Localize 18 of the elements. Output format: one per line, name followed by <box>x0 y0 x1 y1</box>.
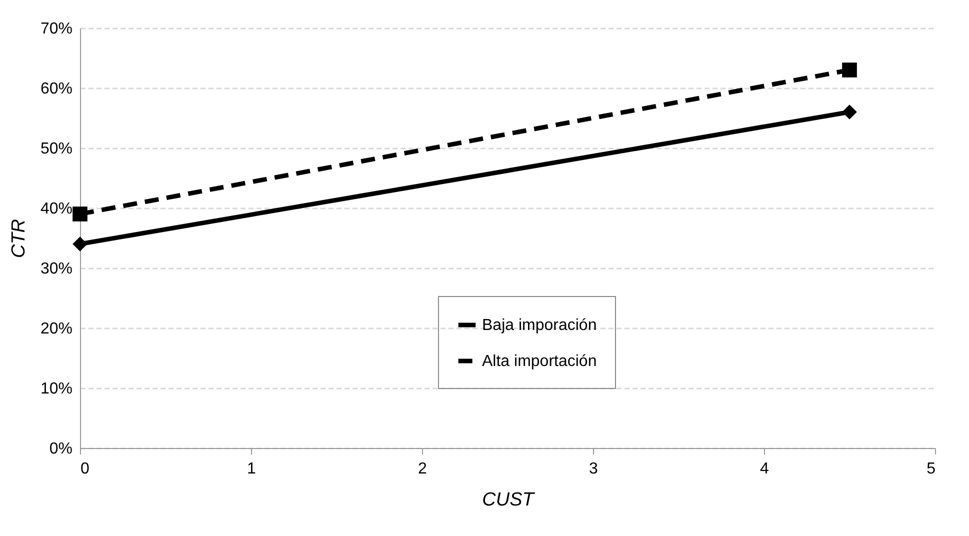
y-tick-label: 20% <box>40 320 72 338</box>
y-tick-label: 40% <box>40 200 72 218</box>
legend-label: Alta importación <box>482 353 597 370</box>
y-tick-label: 60% <box>40 80 72 98</box>
legend-label: Baja imporación <box>482 317 597 334</box>
y-tick-label: 0% <box>49 440 72 458</box>
x-tick-label: 0 <box>80 460 90 478</box>
y-tick-label: 70% <box>40 20 72 38</box>
y-tick-label: 30% <box>40 260 72 278</box>
x-tick-label: 1 <box>247 460 256 478</box>
y-tick-label: 50% <box>40 140 72 158</box>
x-axis-title: CUST <box>482 490 536 510</box>
y-tick-label: 10% <box>40 380 72 398</box>
x-tick-label: 4 <box>760 460 770 478</box>
x-tick-label: 2 <box>418 460 428 478</box>
x-tick-label: 5 <box>926 460 936 478</box>
y-axis-title: CTR <box>8 218 30 258</box>
x-tick-label: 3 <box>589 460 598 478</box>
